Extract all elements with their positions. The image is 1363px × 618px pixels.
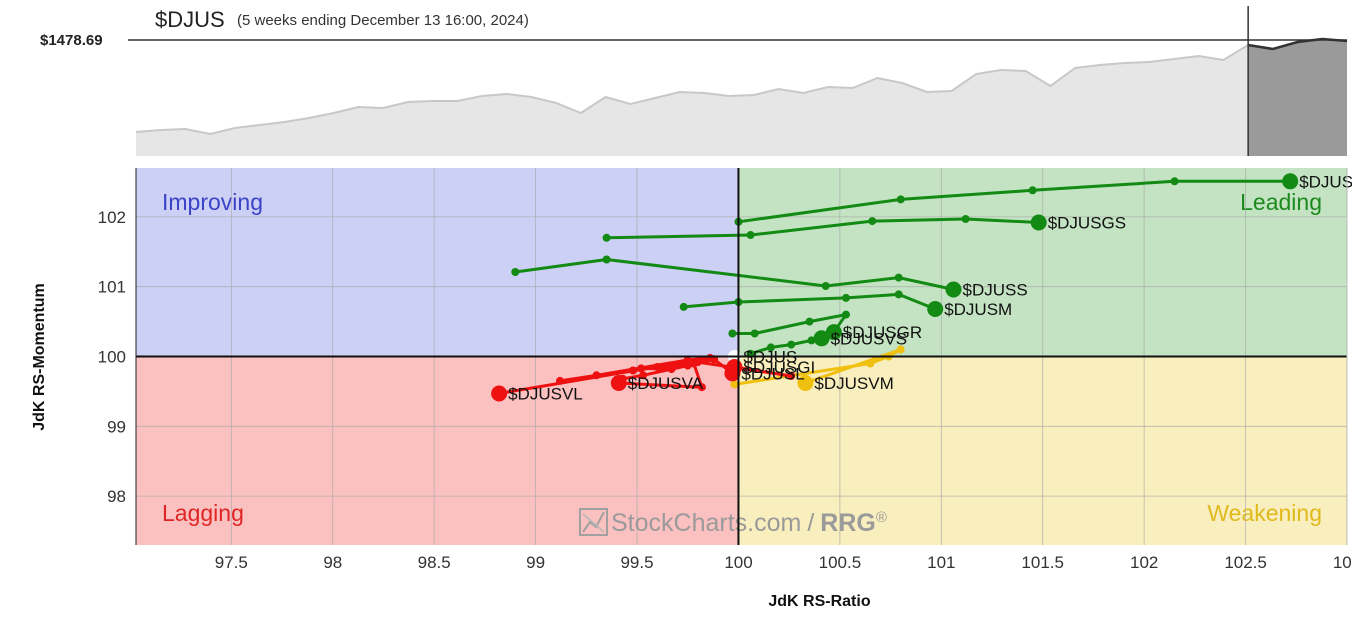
chart-symbol: $DJUS — [155, 7, 225, 32]
series-tail-point — [706, 353, 715, 362]
series-tail-point — [894, 290, 903, 299]
series-head-point — [610, 375, 627, 391]
series-tail-point — [730, 380, 739, 389]
watermark-product: RRG — [820, 509, 876, 537]
x-tick-label: 102 — [1130, 553, 1158, 572]
series-tail-point — [866, 359, 875, 368]
series-head-point — [945, 281, 962, 298]
series-tail-point — [842, 310, 850, 319]
series-label: $DJUSGS — [1048, 214, 1126, 233]
x-tick-label: 100.5 — [819, 553, 862, 572]
quadrant-lagging — [136, 356, 739, 545]
price-history-area — [136, 39, 1347, 156]
price-recent-area — [1248, 39, 1347, 156]
series-tail-point — [556, 376, 564, 385]
series-tail-point — [1028, 186, 1037, 195]
x-tick-label: 100 — [724, 553, 752, 572]
series-label: $DJUSS — [963, 281, 1028, 300]
series-tail-point — [807, 336, 816, 345]
series-label: $DJUSM — [944, 300, 1012, 319]
series-head-point — [1282, 173, 1299, 190]
series-tail-point — [787, 340, 796, 349]
y-tick-label: 98 — [107, 487, 126, 506]
watermark-separator: / — [807, 509, 814, 537]
series-tail-point — [602, 255, 611, 264]
watermark-brand: StockCharts.com — [611, 509, 801, 537]
series-tail-point — [787, 372, 796, 380]
y-tick-label: 100 — [98, 348, 126, 367]
x-axis-title: JdK RS-Ratio — [768, 593, 870, 610]
series-tail-point — [821, 282, 830, 290]
series-tail-point — [894, 273, 903, 282]
series-head-point — [1030, 214, 1047, 231]
last-price-label: $1478.69 — [40, 32, 103, 49]
series-head-point — [825, 324, 842, 341]
series-tail-point — [592, 371, 601, 380]
series-head-point — [927, 301, 944, 317]
price-history-line — [135, 44, 1249, 136]
x-tick-label: 102.5 — [1224, 553, 1267, 572]
series-tail-point — [1170, 177, 1179, 186]
x-tick-label: 99.5 — [620, 553, 653, 572]
y-tick-label: 102 — [98, 208, 126, 227]
series-tail-point — [805, 317, 814, 326]
series-label: $DJUSVL — [508, 385, 583, 404]
rrg-grid — [136, 168, 1347, 545]
quadrant-label-weakening: Weakening — [1207, 500, 1322, 526]
x-tick-label: 97.5 — [215, 553, 248, 572]
series-label: $DJUSGR — [843, 323, 922, 342]
series-tail-point — [896, 195, 905, 204]
quadrant-label-leading: Leading — [1240, 189, 1322, 215]
watermark-mark: ® — [876, 509, 887, 526]
quadrant-label-lagging: Lagging — [162, 500, 244, 526]
series-tail-point — [750, 329, 759, 338]
series-head-point — [797, 375, 814, 391]
series-tail-point — [766, 343, 775, 352]
rrg-axes: 97.5 98 98.5 99 99.5 100 100.5 101 101.5 102 102.5… — [31, 160, 1363, 618]
x-tick-label: 98 — [323, 553, 342, 572]
series-tail-point — [639, 371, 648, 380]
series-tail-point — [868, 217, 877, 226]
series-head-point — [813, 330, 830, 347]
chart-subtitle: (5 weeks ending December 13 16:00, 2024) — [237, 12, 529, 29]
quadrant-label-improving: Improving — [162, 189, 263, 215]
y-tick-label: 99 — [107, 417, 126, 436]
series-tail-point — [602, 233, 611, 242]
right-margin — [1352, 160, 1363, 618]
series-tail-point — [842, 293, 850, 302]
y-tick-label: 101 — [98, 278, 126, 297]
series-tail-point — [896, 345, 905, 354]
stockcharts-watermark: StockCharts.com / RRG® — [579, 508, 887, 537]
series-head-point — [724, 365, 741, 382]
series-tail-point — [728, 329, 737, 338]
series-tail-point — [746, 231, 755, 239]
series-label: $DJUSVM — [814, 374, 893, 393]
series-tail-point — [511, 268, 520, 276]
series-label: $DJUSVS — [831, 329, 908, 348]
series-tail-point — [683, 356, 692, 364]
y-axis-title: JdK RS-Momentum — [31, 283, 48, 431]
x-tick-label: 98.5 — [418, 553, 451, 572]
series-label: $DJUSGI — [743, 358, 815, 377]
svg-text:StockCharts.com/RRG®: StockCharts.com / RRG® — [611, 509, 887, 537]
x-tick-label: 101 — [927, 553, 955, 572]
series-label: $DJUSL — [741, 364, 804, 383]
price-history-chart — [128, 6, 1348, 156]
series-tail-point — [697, 383, 706, 392]
series-tail-point — [679, 302, 688, 311]
series-head-point — [491, 385, 508, 402]
x-tick-label: 101.5 — [1021, 553, 1064, 572]
x-tick-label: 99 — [526, 553, 545, 572]
rrg-logo-icon — [579, 508, 608, 536]
series-label: $DJUSVA — [628, 374, 704, 393]
series-tail-point — [961, 215, 970, 223]
